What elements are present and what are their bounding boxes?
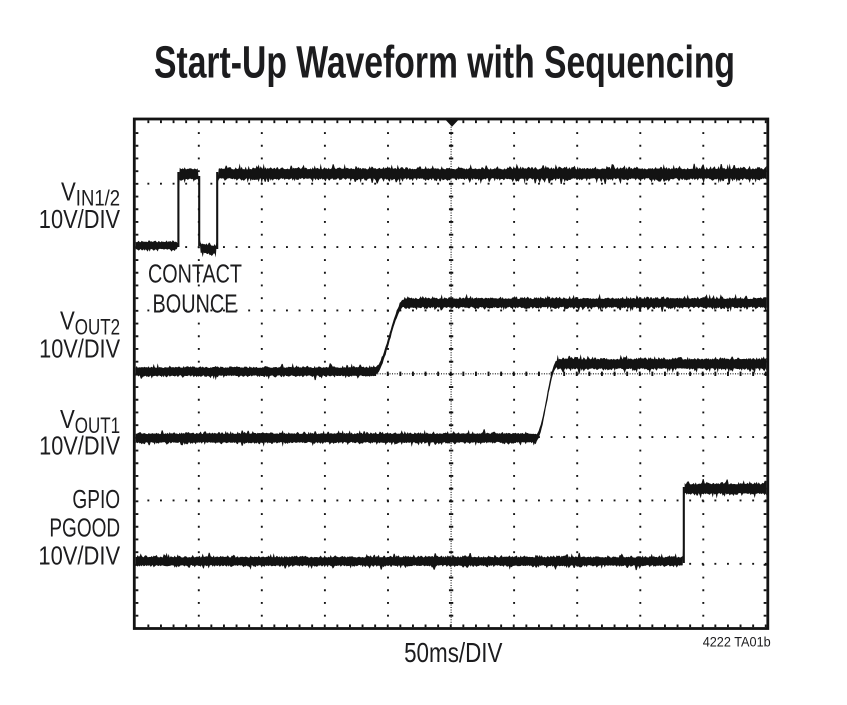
svg-text:10V/DIV: 10V/DIV [39,336,120,364]
svg-text:OUT1: OUT1 [75,413,120,438]
svg-text:IN1/2: IN1/2 [76,186,120,211]
svg-text:V: V [60,406,75,434]
svg-text:50ms/DIV: 50ms/DIV [404,637,503,668]
svg-text:10V/DIV: 10V/DIV [39,206,120,234]
svg-text:V: V [61,178,76,206]
svg-text:BOUNCE: BOUNCE [153,289,238,319]
svg-text:GPIO: GPIO [72,486,120,514]
svg-text:10V/DIV: 10V/DIV [38,543,120,571]
svg-text:Start-Up Waveform with Sequenc: Start-Up Waveform with Sequencing [154,36,735,87]
svg-text:PGOOD: PGOOD [49,514,120,542]
svg-text:CONTACT: CONTACT [148,259,242,289]
svg-text:V: V [60,307,75,335]
svg-text:OUT2: OUT2 [75,315,120,340]
svg-text:4222 TA01b: 4222 TA01b [703,634,771,650]
svg-text:10V/DIV: 10V/DIV [39,433,120,461]
